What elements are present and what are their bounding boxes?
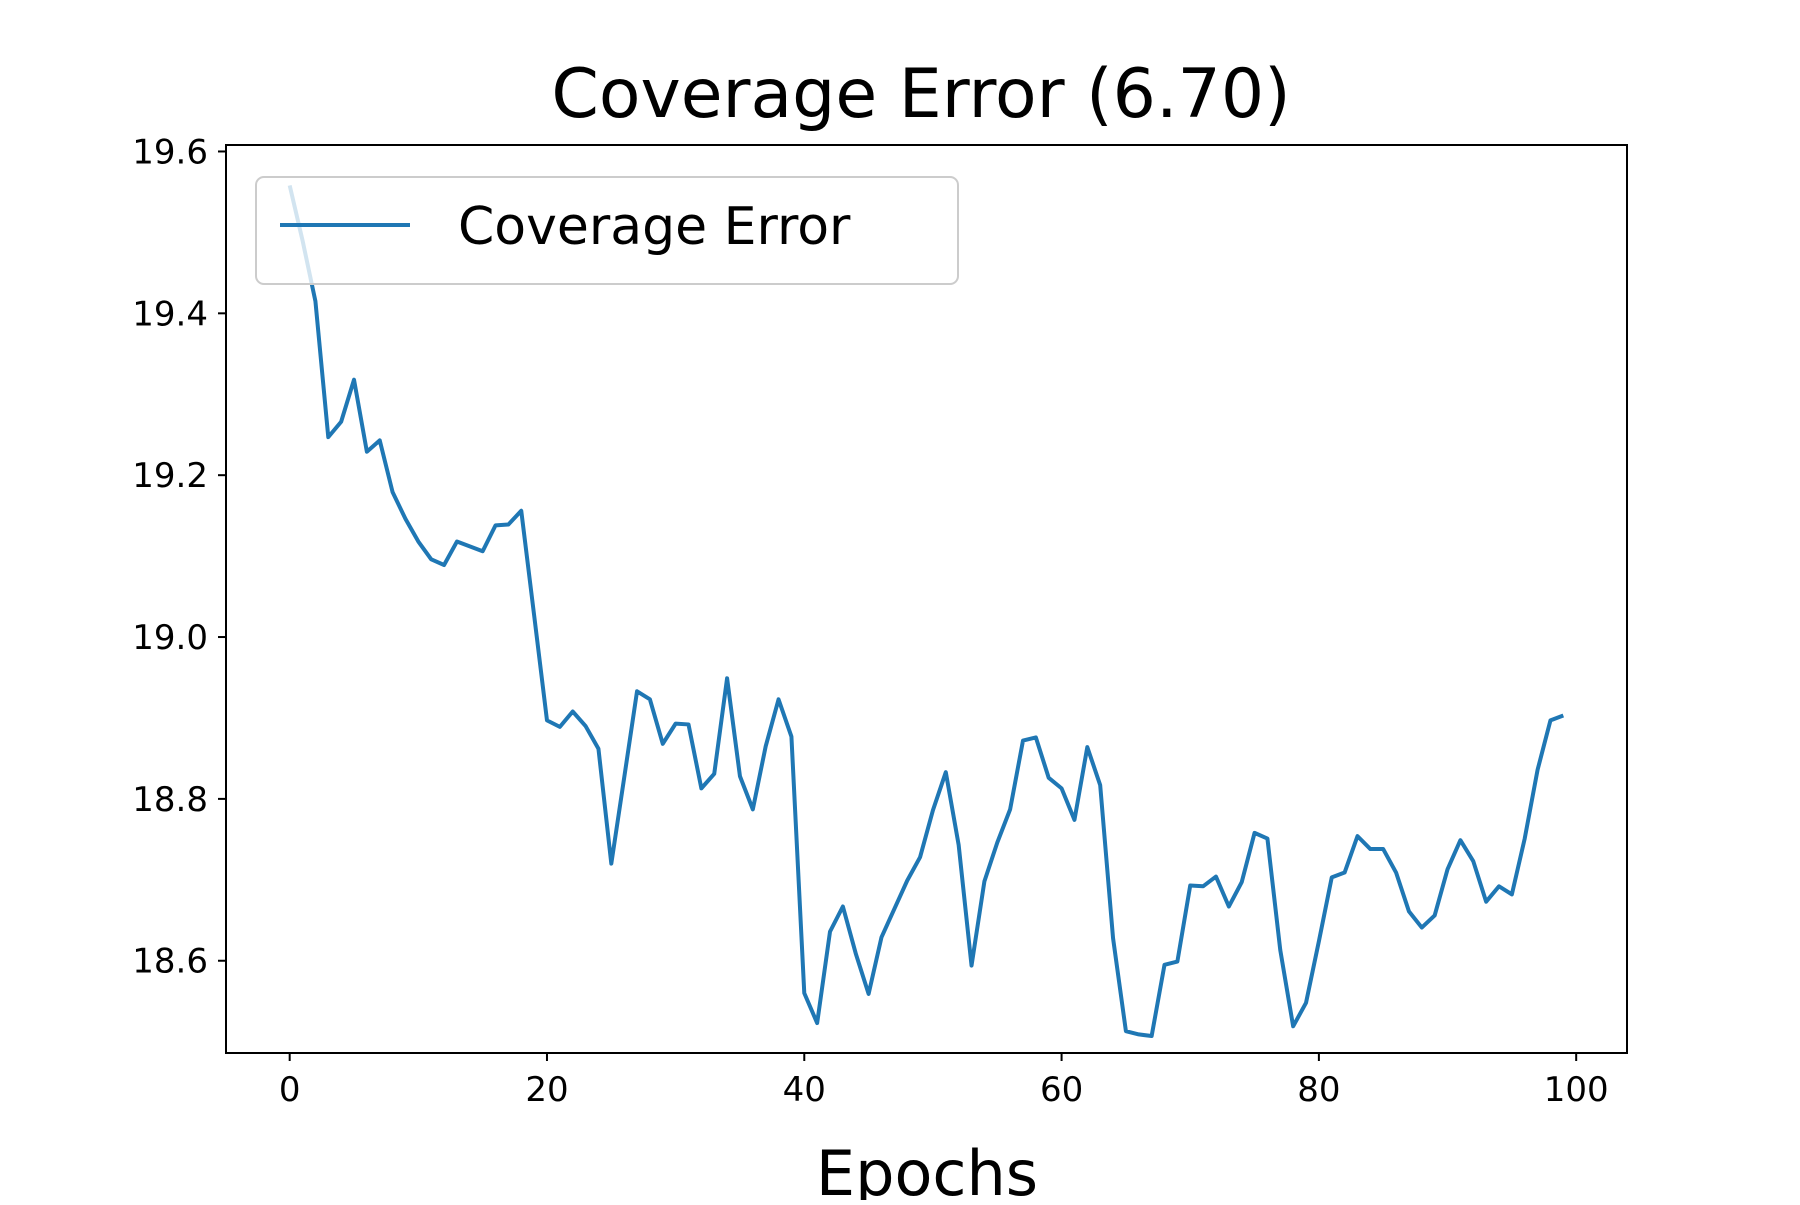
y-tick-label: 18.6 bbox=[132, 942, 208, 982]
plot-area bbox=[287, 185, 1565, 1039]
y-tick-label: 19.4 bbox=[132, 294, 208, 334]
x-tick-label: 60 bbox=[1040, 1070, 1083, 1110]
x-tick-label: 20 bbox=[525, 1070, 568, 1110]
legend-label: Coverage Error bbox=[458, 197, 851, 257]
series-line-0 bbox=[287, 185, 1565, 1039]
plot-frame bbox=[225, 144, 1628, 1054]
legend-box bbox=[255, 176, 959, 285]
x-tick-label: 0 bbox=[279, 1070, 301, 1110]
y-axis: 18.6 18.8 19.0 19.2 19.4 19.6 bbox=[132, 132, 226, 982]
x-tick-label: 40 bbox=[783, 1070, 826, 1110]
x-tick-label: 80 bbox=[1297, 1070, 1340, 1110]
x-tick-label: 100 bbox=[1544, 1070, 1609, 1110]
legend: Coverage Error bbox=[255, 176, 959, 285]
chart-title: Coverage Error (6.70) bbox=[551, 55, 1290, 134]
x-axis-label: Epochs bbox=[816, 1137, 1038, 1200]
y-tick-label: 18.8 bbox=[132, 780, 208, 820]
y-tick-label: 19.0 bbox=[132, 618, 208, 658]
x-axis: 0 20 40 60 80 100 bbox=[279, 1053, 1609, 1110]
y-tick-label: 19.2 bbox=[132, 456, 208, 496]
y-tick-label: 19.6 bbox=[132, 132, 208, 172]
